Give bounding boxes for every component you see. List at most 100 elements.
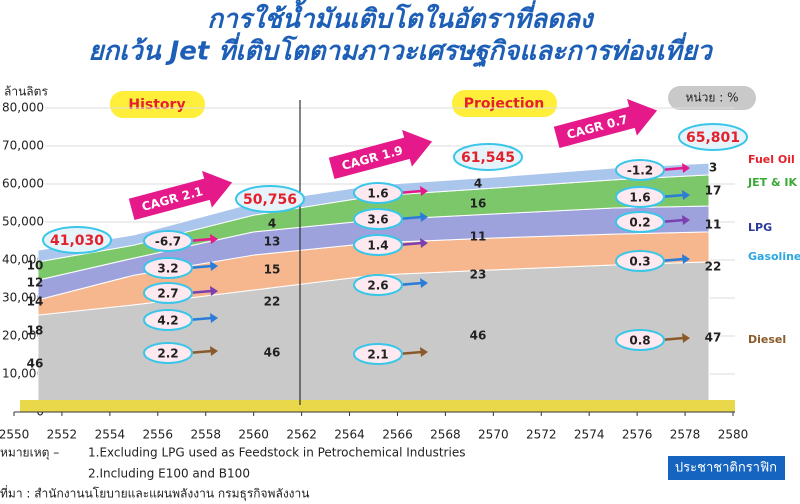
x-tick-label: 2558: [190, 428, 221, 442]
share-label: 3: [709, 161, 717, 175]
growth-arrowhead: [420, 347, 428, 357]
legend-label: Gasoline: [748, 250, 800, 263]
share-label: 13: [264, 235, 281, 249]
y-tick-label: 60,000: [2, 177, 44, 191]
growth-arrowhead: [210, 346, 218, 356]
growth-bubble: [615, 186, 665, 208]
ground: [20, 400, 735, 412]
total-bubble: [42, 226, 112, 254]
projection-label: Projection: [464, 96, 544, 112]
share-label: 10: [27, 259, 44, 273]
share-label: 46: [470, 329, 487, 343]
growth-arrowhead: [682, 190, 690, 200]
growth-label: 3.6: [367, 213, 388, 227]
growth-bubble: [143, 309, 193, 331]
x-tick-label: 2570: [478, 428, 509, 442]
total-bubble: [235, 185, 305, 213]
growth-arrowhead: [682, 254, 690, 264]
growth-bubble: [353, 182, 403, 204]
share-label: 16: [470, 197, 487, 211]
x-tick-label: 2550: [0, 428, 29, 442]
plot: 010,00020,00030,00040,00050,00060,00070,…: [0, 98, 800, 442]
share-label: 11: [470, 230, 487, 244]
growth-label: 3.2: [157, 262, 178, 276]
legend-label: JET & IK: [747, 176, 797, 189]
share-label: 17: [705, 184, 722, 198]
growth-bubble: [615, 250, 665, 272]
growth-arrowhead: [682, 215, 690, 225]
growth-bubble: [615, 211, 665, 233]
total-label: 65,801: [686, 130, 740, 146]
history-label: History: [128, 97, 185, 113]
y-tick-label: 10,000: [2, 367, 44, 381]
x-tick-label: 2556: [143, 428, 174, 442]
growth-bubble: [143, 257, 193, 279]
growth-bubble: [353, 274, 403, 296]
share-label: 46: [27, 357, 44, 371]
growth-arrowhead: [420, 212, 428, 222]
note-heading: หมายเหตุ –: [0, 446, 59, 461]
share-label: 11: [705, 218, 722, 232]
x-tick-label: 2576: [622, 428, 653, 442]
x-tick-label: 2572: [526, 428, 557, 442]
growth-arrowhead: [420, 186, 428, 196]
legend-label: Diesel: [748, 333, 786, 346]
growth-label: 0.2: [629, 216, 650, 230]
total-bubble: [678, 123, 748, 151]
y-tick-label: 80,000: [2, 101, 44, 115]
unit-pill: [668, 86, 756, 110]
x-tick-label: 2574: [574, 428, 605, 442]
note: 2.Including E100 and B100: [88, 467, 250, 481]
y-tick-label: 20,000: [2, 329, 44, 343]
growth-bubble: [615, 159, 665, 181]
growth-arrowhead: [682, 333, 690, 343]
total-label: 50,756: [243, 192, 297, 208]
share-label: 22: [705, 260, 722, 274]
growth-bubble: [353, 234, 403, 256]
x-tick-label: 2564: [334, 428, 365, 442]
share-label: 14: [27, 295, 44, 309]
legend-label: Fuel Oil: [748, 153, 795, 166]
growth-label: 0.8: [629, 334, 650, 348]
source: ที่มา : สำนักงานนโยบายและแผนพลังงาน กรมธ…: [0, 485, 309, 502]
y-axis-label: ล้านลิตร: [4, 85, 48, 99]
title: การใช้น้ำมันเติบโตในอัตราที่ลดลง: [207, 0, 594, 35]
x-tick-label: 2568: [430, 428, 461, 442]
growth-bubble: [143, 282, 193, 304]
growth-bubble: [353, 343, 403, 365]
growth-bubble: [615, 329, 665, 351]
total-bubble: [453, 143, 523, 171]
subtitle: ยกเว้น Jet ที่เติบโตตามภาวะเศรษฐกิจและกา…: [88, 32, 714, 69]
x-tick-label: 2580: [718, 428, 749, 442]
total-label: 41,030: [50, 233, 104, 249]
share-label: 12: [27, 276, 44, 290]
growth-label: 1.6: [629, 191, 650, 205]
share-label: 46: [264, 346, 281, 360]
growth-arrowhead: [210, 313, 218, 323]
y-tick-label: 30,000: [2, 291, 44, 305]
growth-label: -6.7: [155, 235, 181, 249]
y-tick-label: 40,000: [2, 253, 44, 267]
projection-pill: [452, 90, 557, 117]
growth-label: 1.4: [367, 239, 388, 253]
growth-arrowhead: [210, 286, 218, 296]
x-tick-label: 2578: [670, 428, 701, 442]
growth-label: 1.6: [367, 187, 388, 201]
growth-bubble: [143, 342, 193, 364]
growth-label: 2.2: [157, 347, 178, 361]
growth-label: -1.2: [627, 164, 653, 178]
brand: ประชาชาติกราฟิก: [675, 461, 777, 476]
brand-box: [668, 456, 785, 480]
growth-bubble: [143, 230, 193, 252]
growth-arrowhead: [420, 278, 428, 288]
y-tick-label: 70,000: [2, 139, 44, 153]
share-label: 18: [27, 324, 44, 338]
share-label: 4: [474, 177, 482, 191]
growth-label: 0.3: [629, 255, 650, 269]
cagr-shape: [328, 129, 433, 180]
y-tick-label: 50,000: [2, 215, 44, 229]
history-pill: [110, 91, 205, 118]
share-label: 47: [705, 331, 722, 345]
growth-arrowhead: [210, 261, 218, 271]
